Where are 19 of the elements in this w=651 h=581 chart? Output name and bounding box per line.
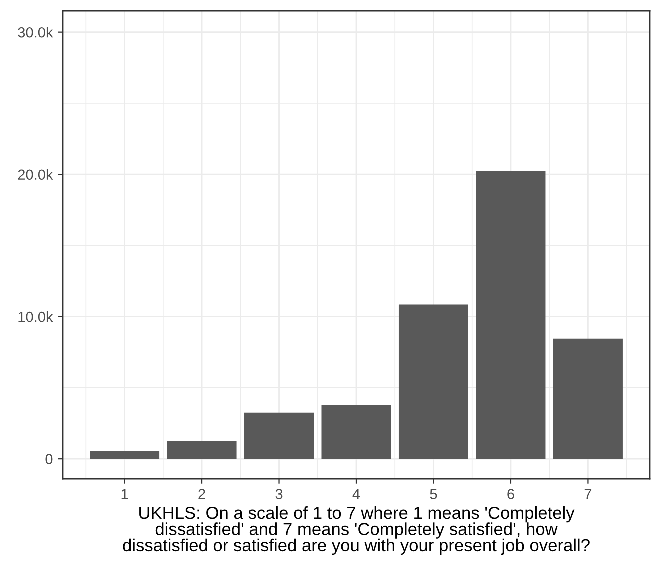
bar (167, 441, 237, 460)
y-tick-label: 20.0k (18, 169, 54, 180)
bar (90, 451, 160, 460)
bar (244, 412, 314, 460)
bar (476, 171, 546, 460)
x-tick-label: 5 (430, 489, 438, 500)
x-tick-label: 1 (122, 489, 128, 500)
x-tick-label: 2 (198, 489, 206, 500)
bar (398, 304, 468, 460)
y-tick-label: 30.0k (18, 27, 54, 38)
x-tick-label: 4 (352, 489, 360, 500)
x-tick-label: 3 (276, 489, 283, 500)
y-tick-label: 10.0k (18, 312, 54, 322)
x-axis-title: UKHLS: On a scale of 1 to 7 where 1 means 'Completely dissatisfied' and 7 means 'Completely satisfied', how dissatisfied or satisfied are you with your present job overall? (123, 506, 590, 556)
x-tick-label: 6 (508, 489, 514, 500)
bar (553, 338, 623, 460)
x-tick-label: 7 (584, 489, 592, 500)
bar (322, 405, 392, 460)
y-tick-label: 0 (46, 454, 53, 465)
